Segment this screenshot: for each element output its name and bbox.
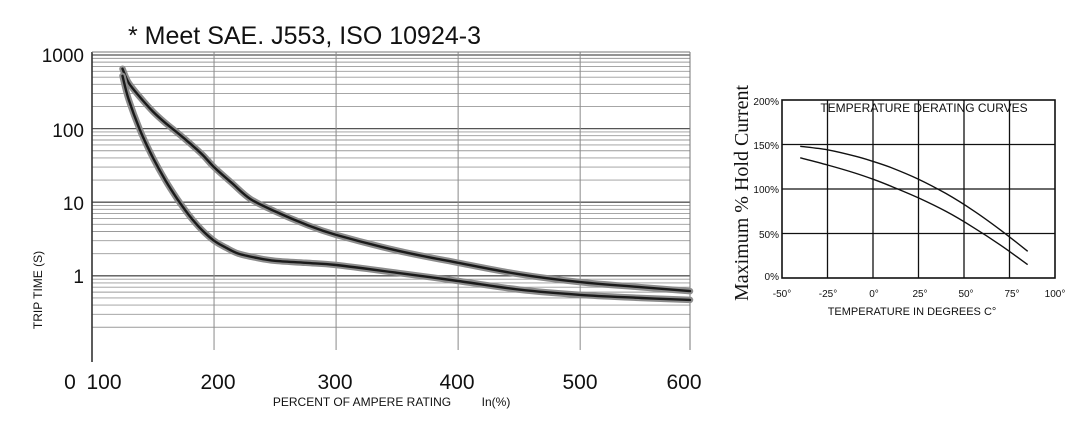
trip-time-y-ticks: 1000 100 10 1 [42, 46, 84, 288]
derating-curve-2 [800, 157, 1029, 266]
x-axis-label: PERCENT OF AMPERE RATING [273, 395, 451, 409]
x-tick-label: 0 [64, 371, 76, 394]
x-tick-label: 0° [869, 289, 879, 300]
y-tick-label: 50% [759, 230, 779, 241]
y-tick-label: 10 [63, 194, 84, 215]
trip-time-grid [91, 51, 691, 362]
y-tick-label: 200% [753, 97, 779, 108]
x-tick-label: 75° [1004, 289, 1019, 300]
trip-curve-1 [121, 67, 692, 293]
chart-title: * Meet SAE. J553, ISO 10924-3 [128, 22, 481, 50]
x-tick-label: 100 [86, 371, 121, 394]
y-tick-label: 150% [753, 141, 779, 152]
trip-time-chart: * Meet SAE. J553, ISO 10924-3 1000 100 1… [31, 22, 702, 409]
x-tick-label: 200 [200, 371, 235, 394]
derating-series [800, 145, 1029, 266]
y-tick-label: 0% [765, 272, 780, 283]
y-axis-label: TRIP TIME (S) [31, 251, 45, 329]
x-tick-label: 600 [666, 371, 701, 394]
trip-time-series [119, 65, 694, 304]
chart-title: TEMPERATURE DERATING CURVES [820, 101, 1027, 115]
x-tick-label: -50° [773, 289, 791, 300]
y-tick-label: 1 [73, 267, 84, 288]
x-tick-label: 500 [562, 371, 597, 394]
x-tick-label: 400 [439, 371, 474, 394]
trip-time-x-ticks: 0 100 200 300 400 500 600 [64, 371, 701, 394]
y-tick-label: 1000 [42, 46, 84, 67]
x-tick-label: 50° [958, 289, 973, 300]
derating-x-ticks: -50° -25° 0° 25° 50° 75° 100° [773, 289, 1066, 300]
x-tick-label: 300 [317, 371, 352, 394]
y-tick-label: 100 [52, 121, 84, 142]
y-tick-label: 100% [753, 185, 779, 196]
derating-y-ticks: 200% 150% 100% 50% 0% [753, 97, 779, 283]
trip-curve-halo-2 [119, 72, 694, 304]
x-tick-label: -25° [819, 289, 837, 300]
y-axis-label: Maximum % Hold Current [731, 85, 753, 302]
derating-grid [781, 99, 1056, 279]
x-tick-label: 100° [1045, 289, 1066, 300]
derating-curve-1 [800, 145, 1029, 252]
x-axis-label: TEMPERATURE IN DEGREES C° [828, 306, 997, 318]
x-tick-label: 25° [912, 289, 927, 300]
derating-chart: Maximum % Hold Current TEMPERATURE DERAT… [731, 85, 1065, 318]
x-axis-unit: In(%) [482, 395, 511, 409]
trip-curve-2 [121, 74, 692, 302]
